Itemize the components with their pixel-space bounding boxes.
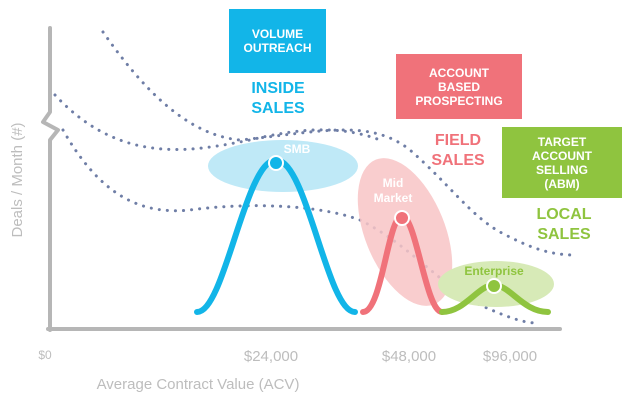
dotted-upper-boundary: [101, 30, 577, 257]
tas-line3: SELLING: [535, 162, 588, 177]
field-sales-line1: FIELD: [434, 132, 482, 149]
x-tick-24000: $24,000: [244, 348, 298, 365]
dotted-middle-boundary: [53, 93, 382, 151]
x-tick-96000: $96,000: [483, 348, 537, 365]
volume-outreach-box: VOLUME OUTREACH: [229, 9, 326, 73]
enterprise-label: Enterprise: [464, 264, 524, 278]
inside-sales-heading: INSIDE SALES: [238, 79, 318, 119]
enterprise-peak-marker: [486, 278, 502, 294]
field-sales-line2: SALES: [431, 152, 485, 169]
tas-line1: TARGET: [537, 134, 587, 149]
mid-market-peak-marker: [394, 210, 410, 226]
local-sales-line2: SALES: [537, 226, 591, 243]
target-account-selling-box: TARGET ACCOUNT SELLING (ABM): [502, 127, 622, 198]
field-sales-heading: FIELD SALES: [418, 131, 498, 171]
smb-peak-marker: [268, 155, 284, 171]
inside-sales-line2: SALES: [251, 100, 305, 117]
tas-line4: (ABM): [544, 176, 580, 191]
x-axis-label: Average Contract Value (ACV): [97, 376, 300, 393]
x-tick-48000: $48,000: [382, 348, 436, 365]
x-tick-0: $0: [38, 348, 52, 362]
abp-line2: BASED: [437, 79, 480, 94]
y-axis-label: Deals / Month (#): [9, 122, 26, 237]
volume-outreach-line1: VOLUME: [251, 27, 304, 41]
inside-sales-line1: INSIDE: [251, 80, 305, 97]
abp-line1: ACCOUNT: [429, 65, 489, 80]
smb-label: SMB: [284, 142, 311, 156]
y-axis: [41, 26, 60, 332]
local-sales-heading: LOCAL SALES: [521, 205, 607, 245]
account-based-prospecting-box: ACCOUNT BASED PROSPECTING: [396, 54, 522, 119]
mid-market-label-line2: Market: [374, 191, 413, 205]
volume-outreach-line2: OUTREACH: [243, 41, 312, 55]
local-sales-line1: LOCAL: [536, 206, 592, 223]
tas-line2: ACCOUNT: [532, 148, 592, 163]
abp-line3: PROSPECTING: [415, 93, 503, 108]
mid-market-label-line1: Mid: [383, 176, 404, 190]
